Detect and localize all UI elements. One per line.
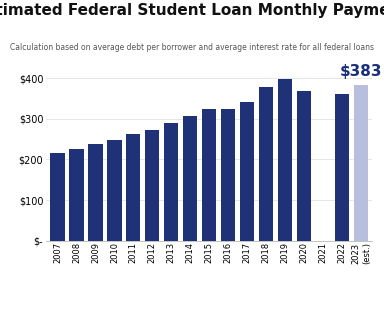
Bar <box>88 144 103 241</box>
Bar <box>259 87 273 241</box>
Bar <box>278 79 292 241</box>
Bar <box>240 102 254 241</box>
Bar <box>202 108 217 241</box>
Bar <box>70 149 84 241</box>
Bar <box>145 130 159 241</box>
Bar <box>183 116 197 241</box>
Text: Calculation based on average debt per borrower and average interest rate for all: Calculation based on average debt per bo… <box>10 43 374 52</box>
Bar <box>354 85 368 241</box>
Bar <box>221 108 235 241</box>
Bar <box>107 140 121 241</box>
Text: $383: $383 <box>340 64 382 79</box>
Bar <box>126 134 141 241</box>
Bar <box>335 94 349 241</box>
Bar <box>164 123 179 241</box>
Text: Estimated Federal Student Loan Monthly Payment: Estimated Federal Student Loan Monthly P… <box>0 3 384 18</box>
Bar <box>50 153 65 241</box>
Bar <box>297 91 311 241</box>
